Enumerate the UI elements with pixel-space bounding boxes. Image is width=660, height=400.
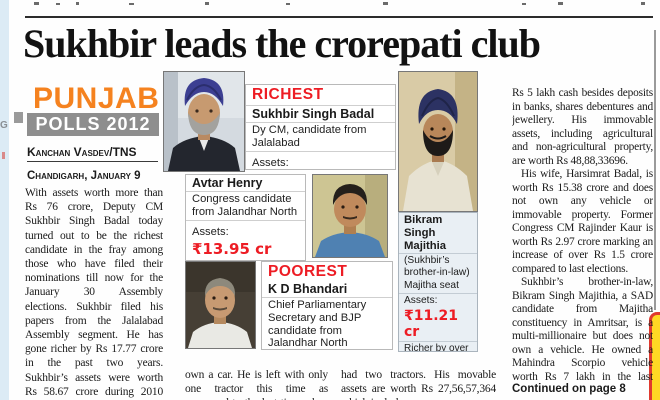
paragraph: own a car. He is left with only one trac… bbox=[185, 368, 328, 400]
sukhbir-badal-photo bbox=[163, 71, 245, 172]
column-divider bbox=[654, 30, 656, 310]
richest-desc: Dy CM, candidate from Jalalabad bbox=[246, 123, 395, 152]
cutoff-text-fragment bbox=[383, 2, 388, 5]
edge-gray-fragment bbox=[14, 112, 23, 123]
majithia-seat: Majitha seat bbox=[399, 279, 477, 294]
paragraph: Rs 5 lakh cash besides deposits in banks… bbox=[512, 87, 653, 167]
bikram-majithia-photo bbox=[398, 71, 478, 212]
avtar-henry-infobox: Avtar Henry Congress candidate from Jala… bbox=[185, 174, 306, 261]
polls-2012-banner: POLLS 2012 bbox=[27, 113, 159, 136]
richest-label: RICHEST bbox=[246, 85, 395, 106]
cutoff-text-fragment bbox=[56, 3, 60, 5]
poorest-name: K D Bhandari bbox=[262, 281, 392, 298]
paragraph: With assets worth more than Rs 76 crore,… bbox=[25, 187, 163, 398]
majithia-name: Bikram Singh Majithia bbox=[399, 213, 477, 255]
cutoff-text-fragment bbox=[286, 3, 290, 5]
edge-text-fragment: G bbox=[0, 120, 8, 131]
portrait-navy-turban-black-beard bbox=[399, 72, 477, 211]
poorest-label: POOREST bbox=[268, 263, 348, 280]
cutoff-text-fragment bbox=[522, 3, 526, 5]
paragraph: had two tractors. His movable assets are… bbox=[341, 368, 496, 400]
continued-on-page-note: Continued on page 8 bbox=[512, 383, 626, 395]
cutoff-text-fragment bbox=[641, 2, 645, 5]
assets-label: Assets: bbox=[404, 294, 438, 306]
avtar-henry-photo bbox=[312, 174, 388, 258]
headline: Sukhbir leads the crorepati club bbox=[23, 21, 541, 66]
majithia-relation: (Sukhbir’s brother-in-law) bbox=[404, 255, 470, 279]
paragraph: Sukhbir’s brother-in-law, Bikram Singh M… bbox=[512, 276, 653, 383]
cutoff-text-fragment bbox=[34, 2, 39, 5]
headline-rule bbox=[25, 16, 653, 18]
assets-label: Assets: bbox=[192, 225, 229, 238]
portrait-dark-hair-blue-shirt bbox=[313, 175, 387, 257]
cutoff-text-fragment bbox=[76, 2, 79, 5]
article-right-column: Rs 5 lakh cash besides deposits in banks… bbox=[512, 87, 653, 383]
cutoff-text-fragment bbox=[129, 3, 134, 5]
article-left-column: With assets worth more than Rs 76 crore,… bbox=[25, 186, 163, 400]
assets-label: Assets: bbox=[252, 156, 289, 169]
avtar-desc: Congress candidate from Jalandhar North bbox=[186, 192, 305, 221]
portrait-grey-hair-white-shirt bbox=[186, 262, 255, 348]
cutoff-text-fragment bbox=[205, 2, 209, 5]
edge-mark bbox=[2, 152, 5, 159]
majithia-caption-box: Bikram Singh Majithia (Sukhbir’s brother… bbox=[398, 212, 478, 352]
avtar-assets-row: Assets: ₹13.95 cr bbox=[186, 221, 305, 260]
byline: Kanchan Vasdev/TNS bbox=[27, 145, 158, 162]
poorest-desc: Chief Parliamentary Secretary and BJP ca… bbox=[262, 298, 392, 349]
paragraph: His wife, Harsimrat Badal, is worth Rs 1… bbox=[512, 168, 653, 275]
richest-name: Sukhbir Singh Badal bbox=[246, 106, 395, 123]
assets-value: ₹13.95 cr bbox=[192, 239, 272, 258]
dateline: Chandigarh, January 9 bbox=[27, 170, 141, 182]
cutoff-text-fragment bbox=[558, 2, 563, 5]
article-mid-column-2: had two tractors. His movable assets are… bbox=[341, 356, 496, 400]
richest-assets-row: Assets: Over ₹76 crore bbox=[246, 152, 395, 169]
poorest-infobox: POOREST K D Bhandari Chief Parliamentary… bbox=[261, 261, 393, 350]
punjab-polls-logo: PUNJAB bbox=[33, 82, 160, 115]
richest-infobox: RICHEST Sukhbir Singh Badal Dy CM, candi… bbox=[245, 84, 396, 170]
kd-bhandari-photo bbox=[185, 261, 256, 349]
article-mid-column-1: own a car. He is left with only one trac… bbox=[185, 356, 328, 400]
avtar-name: Avtar Henry bbox=[186, 175, 305, 192]
majithia-richer: Richer by over ₹2 crore since last assem… bbox=[404, 342, 469, 352]
assets-value: ₹11.21 cr bbox=[399, 307, 477, 342]
page-edge-strip bbox=[0, 0, 9, 400]
portrait-turban-grey-beard bbox=[164, 72, 244, 171]
adjacent-ad-edge bbox=[649, 312, 660, 400]
